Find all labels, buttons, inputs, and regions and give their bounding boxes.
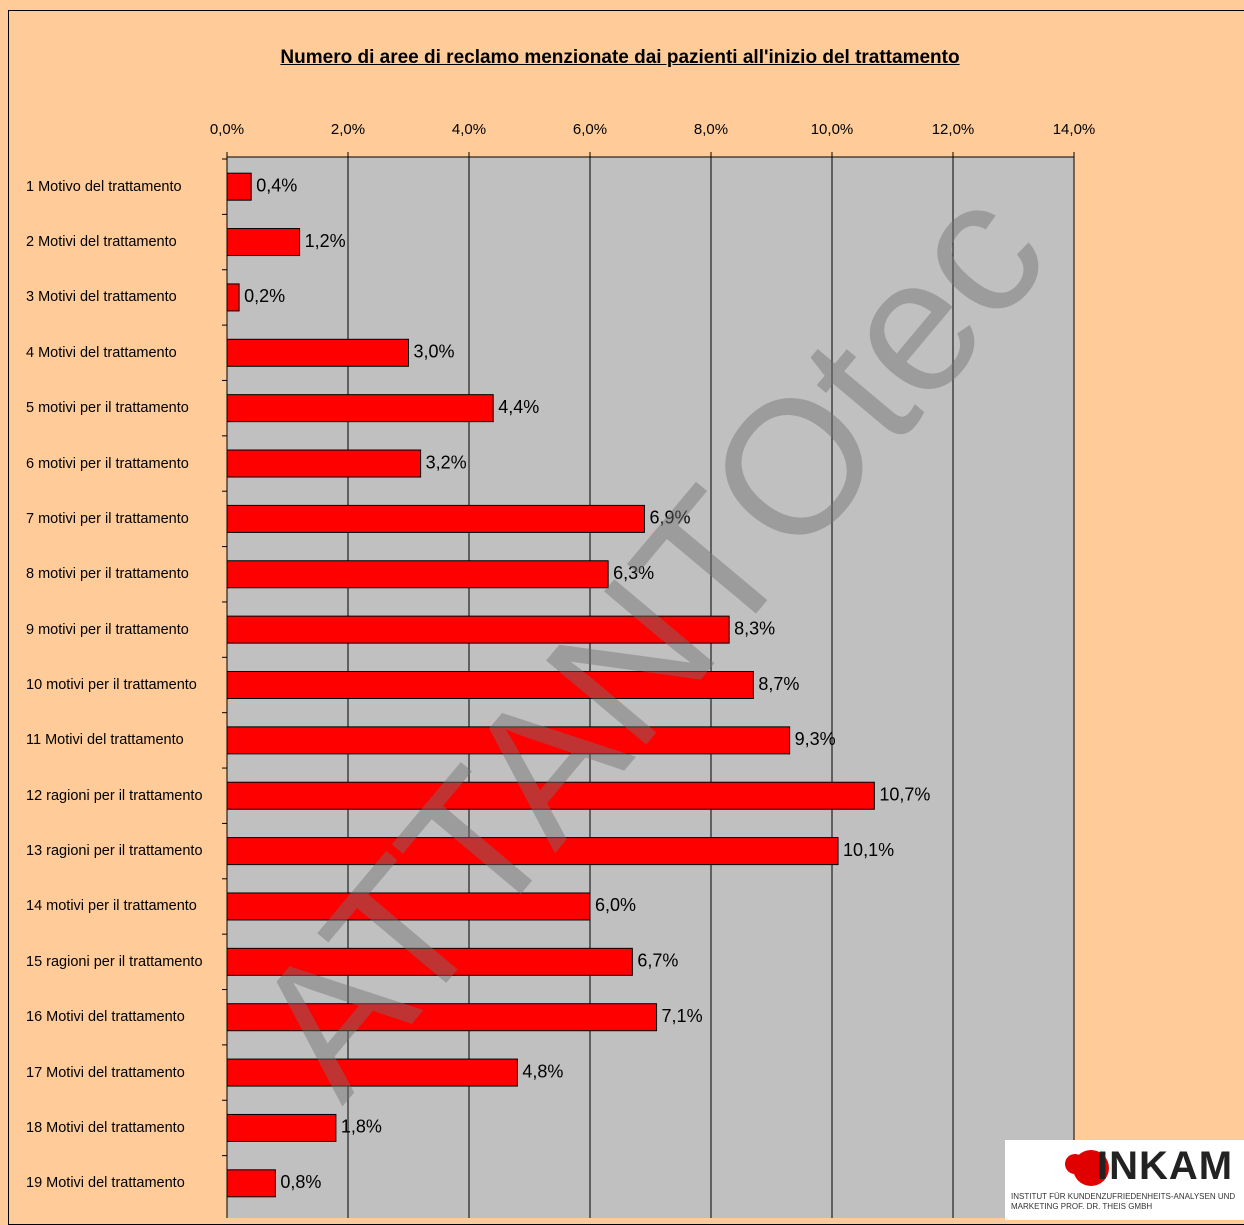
data-label: 6,3% bbox=[613, 563, 654, 583]
bar bbox=[226, 726, 791, 755]
bar bbox=[226, 947, 633, 976]
bar bbox=[226, 781, 875, 810]
data-label: 3,2% bbox=[426, 452, 467, 472]
bar bbox=[226, 1113, 337, 1142]
bar bbox=[226, 892, 591, 921]
bar bbox=[226, 394, 494, 423]
y-tick-label: 15 ragioni per il trattamento bbox=[26, 953, 203, 970]
y-tick-label: 14 motivi per il trattamento bbox=[26, 898, 197, 915]
y-tick-label: 16 Motivi del trattamento bbox=[26, 1009, 185, 1026]
logo-icon bbox=[1065, 1150, 1109, 1186]
y-tick-label: 11 Motivi del trattamento bbox=[26, 732, 184, 749]
bar bbox=[226, 837, 839, 866]
data-label: 7,1% bbox=[662, 1006, 703, 1026]
y-tick-label: 8 motivi per il trattamento bbox=[26, 566, 189, 583]
x-tick-label: 14,0% bbox=[1053, 121, 1096, 138]
y-tick-label: 2 Motivi del trattamento bbox=[26, 234, 177, 251]
bar bbox=[226, 338, 409, 367]
y-tick-label: 17 Motivi del trattamento bbox=[26, 1064, 185, 1081]
y-tick-label: 4 Motivi del trattamento bbox=[26, 344, 177, 361]
y-tick-label: 19 Motivi del trattamento bbox=[26, 1175, 185, 1192]
data-label: 3,0% bbox=[414, 342, 455, 362]
y-tick-label: 12 ragioni per il trattamento bbox=[26, 787, 203, 804]
data-label: 6,0% bbox=[595, 895, 636, 915]
bar bbox=[226, 449, 422, 478]
bar bbox=[226, 1003, 658, 1032]
bar bbox=[226, 560, 609, 589]
data-label: 0,2% bbox=[244, 286, 285, 306]
data-label: 10,7% bbox=[879, 784, 930, 804]
data-label: 8,7% bbox=[758, 674, 799, 694]
y-tick-label: 1 Motivo del trattamento bbox=[26, 178, 182, 195]
data-label: 6,7% bbox=[637, 951, 678, 971]
chart-title: Numero di aree di reclamo menzionate dai… bbox=[280, 47, 960, 68]
data-label: 8,3% bbox=[734, 618, 775, 638]
x-tick-label: 2,0% bbox=[331, 121, 365, 138]
y-tick-label: 9 motivi per il trattamento bbox=[26, 621, 189, 638]
x-tick-label: 0,0% bbox=[210, 121, 244, 138]
bar bbox=[226, 1058, 518, 1087]
data-label: 4,4% bbox=[498, 397, 539, 417]
x-tick-label: 10,0% bbox=[811, 121, 854, 138]
y-tick-label: 5 motivi per il trattamento bbox=[26, 400, 189, 417]
data-label: 6,9% bbox=[649, 508, 690, 528]
bar bbox=[226, 228, 301, 257]
y-tick-label: 18 Motivi del trattamento bbox=[26, 1119, 185, 1136]
bar bbox=[226, 1169, 276, 1198]
bar bbox=[226, 172, 252, 201]
x-tick-label: 4,0% bbox=[452, 121, 486, 138]
data-label: 1,8% bbox=[341, 1117, 382, 1137]
bar bbox=[226, 615, 730, 644]
data-label: 4,8% bbox=[522, 1061, 563, 1081]
data-label: 0,8% bbox=[280, 1172, 321, 1192]
y-tick-label: 7 motivi per il trattamento bbox=[26, 510, 189, 527]
x-tick-label: 8,0% bbox=[694, 121, 728, 138]
y-tick-label: 13 ragioni per il trattamento bbox=[26, 843, 203, 860]
bar bbox=[226, 504, 645, 533]
x-tick-label: 12,0% bbox=[932, 121, 975, 138]
bar bbox=[226, 671, 754, 699]
data-label: 0,4% bbox=[256, 175, 297, 195]
data-label: 9,3% bbox=[795, 729, 836, 749]
logo: INKAM INSTITUT FÜR KUNDENZUFRIEDENHEITS-… bbox=[1005, 1140, 1244, 1220]
logo-subtitle: INSTITUT FÜR KUNDENZUFRIEDENHEITS-ANALYS… bbox=[1011, 1192, 1236, 1211]
data-label: 1,2% bbox=[305, 231, 346, 251]
x-tick-label: 6,0% bbox=[573, 121, 607, 138]
y-tick-label: 10 motivi per il trattamento bbox=[26, 677, 197, 693]
data-label: 10,1% bbox=[843, 840, 894, 860]
bar bbox=[226, 283, 240, 312]
y-tick-label: 3 Motivi del trattamento bbox=[26, 289, 177, 306]
y-tick-label: 6 motivi per il trattamento bbox=[26, 455, 189, 472]
logo-name: INKAM bbox=[1097, 1144, 1234, 1188]
